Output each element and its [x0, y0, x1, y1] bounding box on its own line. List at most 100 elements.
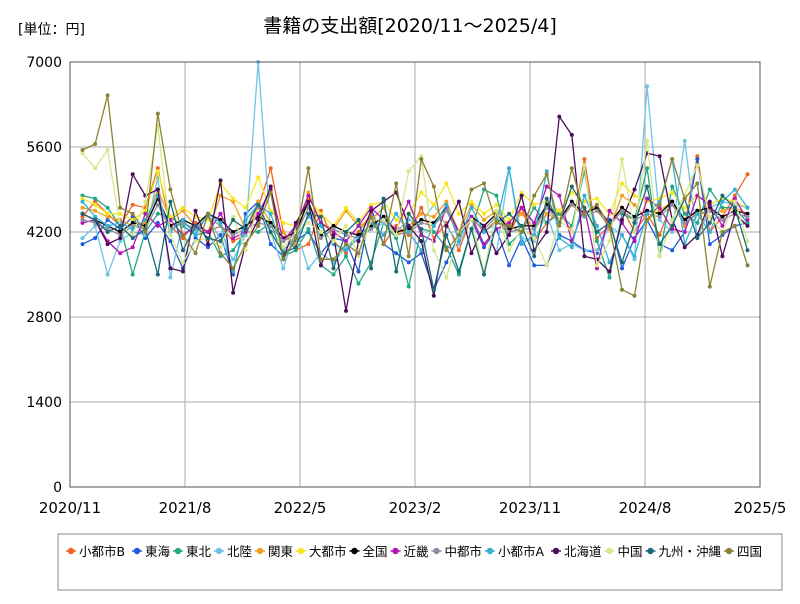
data-point: [356, 217, 361, 222]
data-point: [482, 211, 486, 216]
data-point: [431, 287, 436, 292]
legend-marker: [392, 547, 399, 555]
data-point: [431, 230, 436, 234]
data-point: [256, 175, 261, 180]
data-point: [231, 266, 236, 271]
legend-label: 九州・沖縄: [659, 544, 722, 559]
data-point: [732, 193, 737, 198]
data-point: [256, 211, 261, 216]
data-point: [130, 172, 135, 177]
data-point: [93, 142, 98, 146]
data-point: [344, 254, 348, 259]
data-point: [218, 251, 223, 256]
data-point: [80, 196, 85, 201]
data-point: [93, 202, 98, 207]
data-point: [369, 266, 374, 271]
data-point: [231, 257, 236, 262]
data-point: [620, 217, 624, 222]
data-point: [168, 199, 173, 204]
data-point: [720, 208, 725, 213]
data-point: [256, 202, 261, 207]
data-point: [105, 217, 110, 222]
legend-label: 北海道: [564, 544, 602, 559]
data-point: [419, 211, 424, 216]
legend-marker: [606, 547, 613, 555]
data-point: [620, 157, 624, 162]
data-point: [80, 193, 85, 198]
data-point: [720, 214, 725, 219]
data-point: [544, 196, 549, 201]
data-point: [231, 236, 236, 241]
data-point: [193, 236, 198, 241]
data-point: [720, 205, 725, 210]
legend-label: 近畿: [404, 544, 430, 559]
data-point: [394, 233, 399, 237]
data-point: [594, 266, 599, 271]
data-point: [105, 227, 110, 231]
data-point: [645, 208, 650, 213]
data-point: [218, 217, 223, 222]
data-point: [231, 217, 236, 222]
legend-item: 東北: [173, 544, 212, 559]
data-point: [168, 239, 173, 244]
data-point: [632, 187, 637, 192]
data-point: [231, 269, 236, 274]
x-tick-label: 2021/8: [159, 499, 212, 517]
data-point: [569, 184, 574, 189]
data-point: [130, 233, 135, 237]
data-point: [180, 260, 185, 265]
data-point: [670, 157, 675, 162]
data-point: [130, 202, 135, 207]
legend-marker: [256, 547, 264, 555]
data-point: [456, 211, 461, 216]
data-point: [456, 242, 461, 247]
data-point: [745, 205, 750, 210]
legend-label: 北陸: [227, 544, 252, 559]
data-point: [356, 239, 361, 244]
legend-marker: [725, 547, 733, 555]
data-point: [231, 214, 236, 219]
data-point: [281, 230, 286, 234]
data-point: [431, 293, 436, 298]
data-point: [168, 266, 173, 271]
data-point: [444, 248, 449, 253]
data-point: [80, 199, 85, 204]
data-point: [344, 248, 348, 253]
data-point: [369, 227, 374, 231]
data-point: [105, 148, 110, 152]
data-point: [620, 266, 624, 271]
data-point: [569, 190, 574, 195]
chart-title: 書籍の支出額[2020/11～2025/4]: [263, 15, 557, 37]
x-axis: 2020/11 2021/8 2022/5 2023/2 2023/11 2024/8 20…: [39, 499, 787, 517]
x-tick-label: 2023/11: [499, 499, 561, 517]
data-point: [632, 239, 637, 244]
legend-item: 大都市: [296, 544, 347, 559]
data-point: [657, 217, 662, 222]
data-point: [206, 211, 210, 216]
data-point: [193, 239, 198, 244]
series-14: [80, 93, 750, 298]
data-point: [670, 217, 675, 222]
y-tick-label: 7000: [26, 55, 62, 71]
data-point: [419, 217, 424, 222]
data-point: [318, 223, 323, 228]
data-point: [645, 166, 650, 171]
data-point: [218, 239, 223, 244]
data-point: [532, 193, 537, 198]
data-point: [519, 223, 524, 228]
y-tick-label: 2800: [26, 310, 62, 326]
data-point: [180, 205, 185, 210]
data-point: [381, 242, 386, 247]
data-point: [469, 214, 474, 219]
data-point: [557, 114, 562, 119]
data-point: [306, 227, 311, 231]
data-point: [394, 236, 399, 241]
x-tick-label: 2024/8: [619, 499, 672, 517]
data-point: [695, 211, 700, 216]
data-point: [381, 217, 386, 222]
data-point: [582, 157, 587, 162]
unit-label: [単位：円]: [18, 22, 85, 38]
data-point: [118, 205, 123, 210]
data-point: [469, 227, 474, 231]
